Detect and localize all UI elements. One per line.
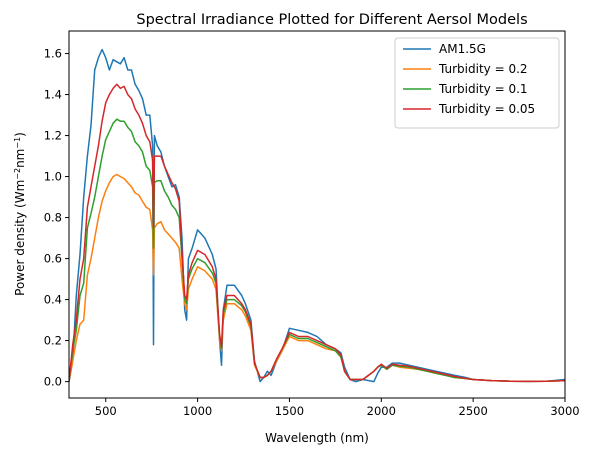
y-tick-label: 1.0 <box>44 170 62 184</box>
y-axis-label-sup1: −2 <box>13 168 22 180</box>
legend: AM1.5G Turbidity = 0.2 Turbidity = 0.1 Turb… <box>394 37 560 129</box>
legend-box <box>394 37 560 129</box>
x-tick-label: 2500 <box>459 404 488 418</box>
y-axis: 0.0 0.2 0.4 0.6 0.8 1.0 1.2 1.4 1.6 <box>44 47 69 389</box>
y-tick-label: 1.4 <box>44 88 62 102</box>
y-axis-label: Power density (Wm−2nm−1) <box>13 132 28 296</box>
x-tick-label: 1500 <box>275 404 304 418</box>
series-layer <box>69 48 565 383</box>
x-tick-label: 500 <box>95 404 117 418</box>
plot-frame <box>68 30 566 399</box>
x-axis-label: Wavelength (nm) <box>265 431 369 445</box>
y-tick-label: 0.6 <box>44 252 62 266</box>
x-tick-label: 2000 <box>367 404 396 418</box>
y-axis-label-end: ) <box>13 132 27 137</box>
chart-title: Spectral Irradiance Plotted for Differen… <box>136 12 527 28</box>
y-tick-label: 0.0 <box>44 375 62 389</box>
x-tick-label: 1000 <box>183 404 212 418</box>
y-tick-label: 0.2 <box>44 334 62 348</box>
y-tick-label: 0.4 <box>44 293 62 307</box>
y-axis-label-sup2: −1 <box>13 137 22 149</box>
y-tick-label: 1.2 <box>44 129 62 143</box>
legend-label-4: Turbidity = 0.05 <box>438 102 535 116</box>
legend-label-1: AM1.5G <box>439 42 486 56</box>
series-line-1 <box>69 48 565 383</box>
x-axis: 500 1000 1500 2000 2500 3000 <box>95 398 580 418</box>
y-tick-label: 0.8 <box>44 211 62 225</box>
legend-label-3: Turbidity = 0.1 <box>438 82 528 96</box>
legend-label-2: Turbidity = 0.2 <box>438 62 528 76</box>
y-tick-label: 1.6 <box>44 47 62 61</box>
y-axis-label-mid: nm <box>13 149 27 168</box>
series-line-3 <box>69 118 565 383</box>
x-tick-label: 3000 <box>550 404 579 418</box>
series-line-4 <box>69 83 565 383</box>
series-line-2 <box>69 173 565 383</box>
y-axis-label-base: Power density (Wm <box>13 180 27 296</box>
plot-area <box>68 30 566 399</box>
